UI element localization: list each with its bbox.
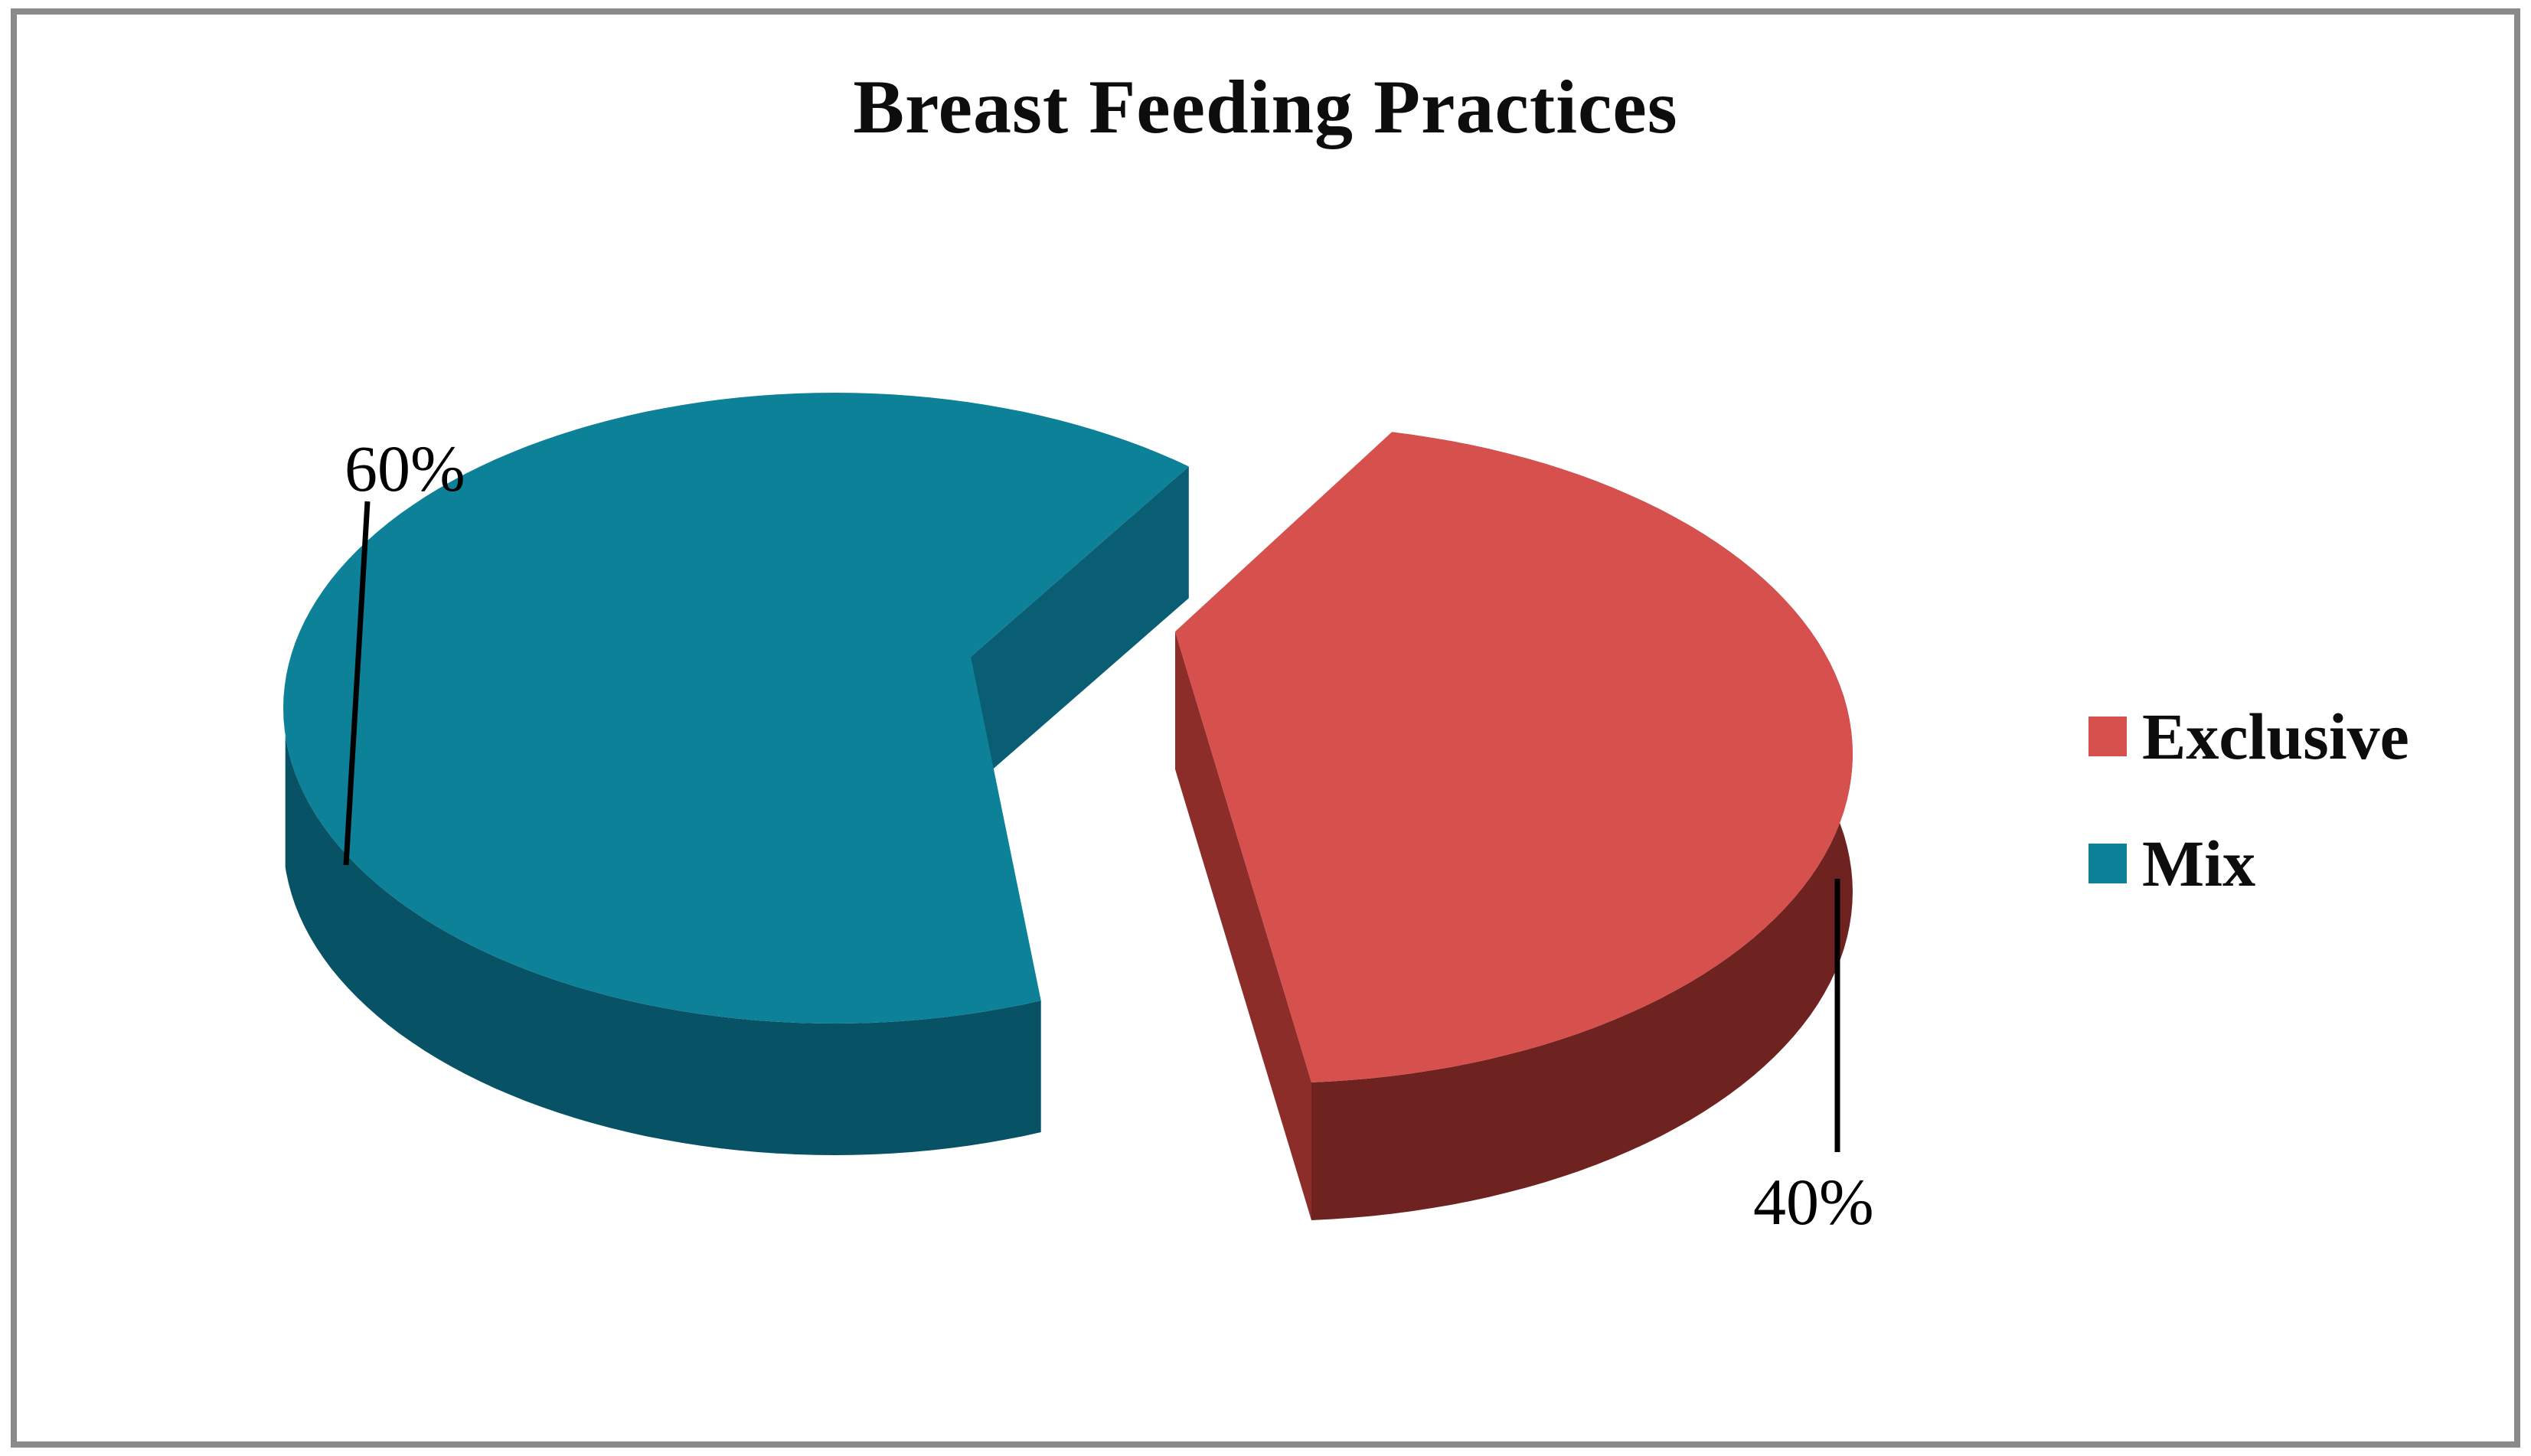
legend-swatch-mix xyxy=(2088,844,2127,883)
legend-item-exclusive: Exclusive xyxy=(2088,700,2409,773)
legend-swatch-exclusive xyxy=(2088,717,2127,756)
data-label-exclusive: 40% xyxy=(1753,1165,1874,1239)
data-label-mix: 60% xyxy=(345,432,465,505)
legend-label-exclusive: Exclusive xyxy=(2142,700,2409,773)
pie-slice-mix-rim-wall xyxy=(285,735,1041,1155)
pie-slice-mix xyxy=(283,393,1189,1023)
pie-slice-mix-cut-wall xyxy=(971,466,1189,788)
chart-title: Breast Feeding Practices xyxy=(853,64,1678,149)
leader-line-mix xyxy=(343,501,371,866)
legend: Exclusive Mix xyxy=(2088,700,2409,900)
pie-slice-exclusive xyxy=(1175,432,1853,1082)
legend-label-mix: Mix xyxy=(2142,827,2256,900)
legend-item-mix: Mix xyxy=(2088,827,2409,900)
pie-slice-exclusive-cut-wall xyxy=(1175,632,1312,1220)
